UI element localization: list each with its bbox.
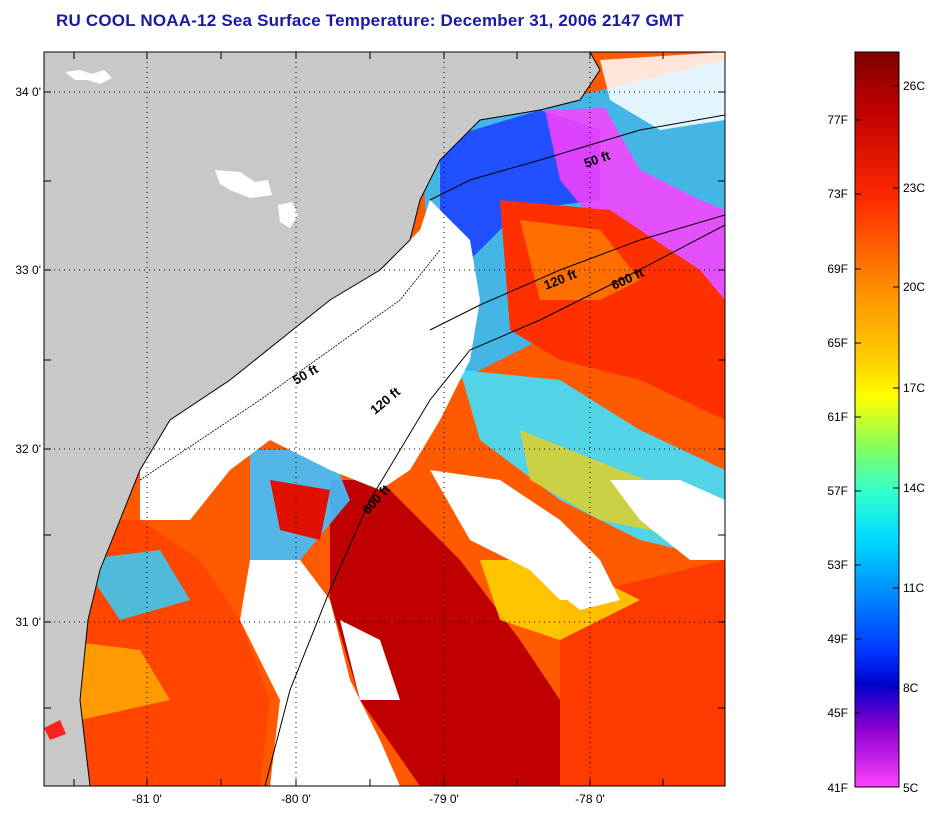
cb-c-17: 17C — [903, 381, 925, 395]
cb-f-49: 49F — [827, 632, 848, 646]
lat-ticks — [44, 91, 725, 709]
cb-f-53: 53F — [827, 558, 848, 572]
nearshore-cool-patch — [80, 550, 190, 620]
cb-f-45: 45F — [827, 706, 848, 720]
map-frame — [43, 51, 726, 787]
lon-label-81: -81 0' — [132, 792, 162, 806]
cb-c-26: 26C — [903, 79, 925, 93]
cb-c-11: 11C — [903, 581, 924, 595]
warm-eddy — [520, 220, 640, 300]
graticule — [44, 52, 725, 786]
colorbar-frame — [854, 51, 900, 788]
lat-label-32: 32 0' — [15, 442, 41, 456]
inland-pixel — [44, 720, 66, 740]
map-panel: 50 ft 120 ft 600 ft 50 ft 120 ft 600 ft — [44, 52, 725, 786]
gulf-stream-south — [330, 480, 560, 786]
cb-c-5: 5C — [903, 781, 919, 795]
cloud-offshore-4 — [340, 620, 400, 700]
isobath-50ft-south — [139, 249, 441, 481]
nearshore-warm-patch — [60, 640, 170, 720]
mid-shelf-warm-patch — [270, 480, 330, 540]
cb-f-69: 69F — [827, 262, 848, 276]
cb-f-61: 61F — [827, 410, 848, 424]
colorbar: 77F 73F 69F 65F 61F 57F 53F 49F 45F 41F … — [827, 51, 925, 795]
isobath-50ft-north — [429, 114, 725, 201]
cb-f-41: 41F — [827, 781, 848, 795]
map-title: RU COOL NOAA-12 Sea Surface Temperature:… — [56, 11, 684, 30]
lon-ticks — [73, 52, 664, 786]
lat-label-31: 31 0' — [15, 615, 41, 629]
lake-marion — [215, 170, 272, 198]
cb-f-73: 73F — [827, 187, 848, 201]
cb-c-14: 14C — [903, 481, 925, 495]
colorbar-ticks — [855, 85, 899, 714]
lon-label-78: -78 0' — [575, 792, 605, 806]
lake-north — [65, 70, 112, 84]
cb-c-23: 23C — [903, 181, 925, 195]
lon-label-80: -80 0' — [281, 792, 311, 806]
cb-c-8: 8C — [903, 681, 919, 695]
isobath-600ft — [264, 224, 725, 786]
cloud-offshore-2 — [610, 480, 725, 560]
cb-f-77: 77F — [827, 113, 848, 127]
cb-f-57: 57F — [827, 484, 848, 498]
coastline — [44, 52, 601, 786]
lake-moultrie — [278, 202, 298, 228]
cloud-north — [600, 52, 725, 130]
colorbar-gradient — [855, 52, 899, 787]
cloud-shelf — [140, 200, 480, 520]
cloud-offshore-3 — [520, 560, 620, 600]
lat-label-34: 34 0' — [15, 85, 41, 99]
lon-label-79: -79 0' — [429, 792, 459, 806]
lat-label-33: 33 0' — [15, 263, 41, 277]
cb-f-65: 65F — [827, 336, 848, 350]
cb-c-20: 20C — [903, 280, 925, 294]
land-mass — [44, 52, 600, 786]
